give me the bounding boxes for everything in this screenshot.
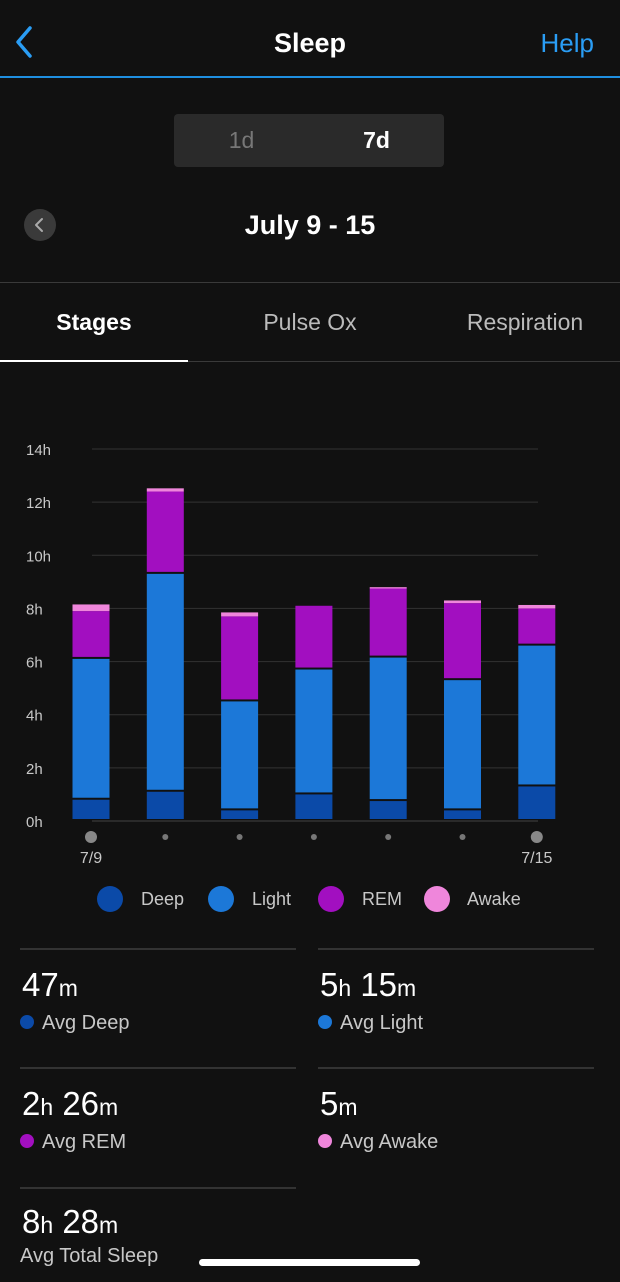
legend-rem-swatch [318,886,344,912]
bar-deep[interactable] [295,794,333,819]
bar-rem[interactable] [518,608,556,644]
stat-value: 5m [320,1085,358,1122]
bar-light[interactable] [295,669,333,793]
stat-value: 47m [22,966,78,1003]
page-title: Sleep [273,28,347,58]
y-tick-label: 2h [26,761,43,778]
x-tick-marker [236,834,243,840]
y-tick-label: 0h [26,814,43,831]
period-selector: 1d 7d [174,114,444,167]
bar-awake[interactable] [72,604,110,612]
y-tick-label: 12h [26,495,51,512]
bar-light[interactable] [72,658,110,798]
bar-light[interactable] [518,645,556,785]
light-dot-icon [318,1015,332,1029]
date-range: July 9 - 15 [244,210,376,240]
x-tick-label: 7/15 [521,850,552,867]
y-tick-label: 8h [26,601,43,618]
bar-deep[interactable] [444,810,481,819]
x-tick-marker [162,834,169,840]
bar-deep[interactable] [146,791,184,819]
stat-label: Avg Awake [318,1131,438,1154]
bar-deep[interactable] [221,810,259,819]
stat-label: Avg Deep [20,1012,129,1035]
bar-awake[interactable] [518,604,556,609]
bar-deep[interactable] [518,786,556,819]
bar-rem[interactable] [221,616,259,700]
back-button[interactable] [10,22,40,62]
chevron-left-icon [35,218,43,232]
stat-value: 8h 28m [22,1203,119,1240]
bar-rem[interactable] [444,603,481,679]
bar-awake[interactable] [444,600,481,604]
y-tick-label: 6h [26,655,43,672]
stat-value: 2h 26m [22,1085,119,1122]
x-tick-marker [459,834,466,840]
period-option-1d[interactable]: 1d [228,127,255,153]
bar-rem[interactable] [72,611,110,657]
y-tick-label: 14h [26,442,51,459]
bar-awake[interactable] [369,587,407,589]
x-tick-marker [385,834,392,840]
bar-deep[interactable] [369,801,407,819]
stat-avg-rem: 2h 26m Avg REM [20,1067,296,1187]
stat-avg-deep: 47m Avg Deep [20,948,296,1068]
bar-light[interactable] [146,573,184,790]
legend-deep-swatch [97,886,123,912]
tab-pulse-ox[interactable]: Pulse Ox [263,309,357,335]
legend-rem-label: REM [362,889,402,909]
legend-deep-label: Deep [141,889,185,909]
sleep-stages-chart: 0h 2h 4h 6h 8h 10h 12h 14h 7/9 7/15 [26,442,556,867]
tab-respiration[interactable]: Respiration [466,309,584,335]
bar-light[interactable] [369,657,407,800]
period-option-7d[interactable]: 7d [363,127,390,153]
rem-dot-icon [20,1134,34,1148]
stat-value: 5h 15m [320,966,417,1003]
y-tick-label: 4h [26,708,43,725]
chevron-left-icon [16,26,32,58]
stat-avg-awake: 5m Avg Awake [318,1067,594,1187]
stat-avg-total-sleep: 8h 28m Avg Total Sleep [20,1187,296,1282]
x-tick-marker [85,831,97,843]
awake-dot-icon [318,1134,332,1148]
bar-rem[interactable] [369,588,407,656]
legend-awake-label: Awake [467,889,521,909]
legend-awake-swatch [424,886,450,912]
stat-label: Avg Light [318,1012,423,1035]
bar-awake[interactable] [221,612,259,617]
deep-dot-icon [20,1015,34,1029]
bar-deep[interactable] [72,799,110,819]
help-link[interactable]: Help [540,28,594,58]
legend-light-label: Light [252,889,292,909]
stat-label: Avg Total Sleep [20,1245,159,1267]
bar-light[interactable] [444,680,481,809]
tab-stages[interactable]: Stages [0,283,188,362]
metric-tabs: Stages Pulse Ox Respiration [0,282,620,362]
bar-awake[interactable] [146,488,184,492]
stat-avg-light: 5h 15m Avg Light [318,948,594,1068]
app-header: Sleep Help [0,0,620,78]
chart-legend: Deep Light REM Awake [0,884,620,914]
bar-rem[interactable] [295,605,333,668]
bar-light[interactable] [221,701,259,809]
previous-range-button[interactable] [24,209,56,241]
x-tick-label: 7/9 [80,850,102,867]
y-tick-label: 10h [26,548,51,565]
x-tick-marker [310,834,317,840]
bar-rem[interactable] [146,491,184,572]
legend-light-swatch [208,886,234,912]
x-tick-marker [530,831,543,843]
stat-label: Avg REM [20,1131,126,1154]
home-indicator [199,1259,420,1266]
